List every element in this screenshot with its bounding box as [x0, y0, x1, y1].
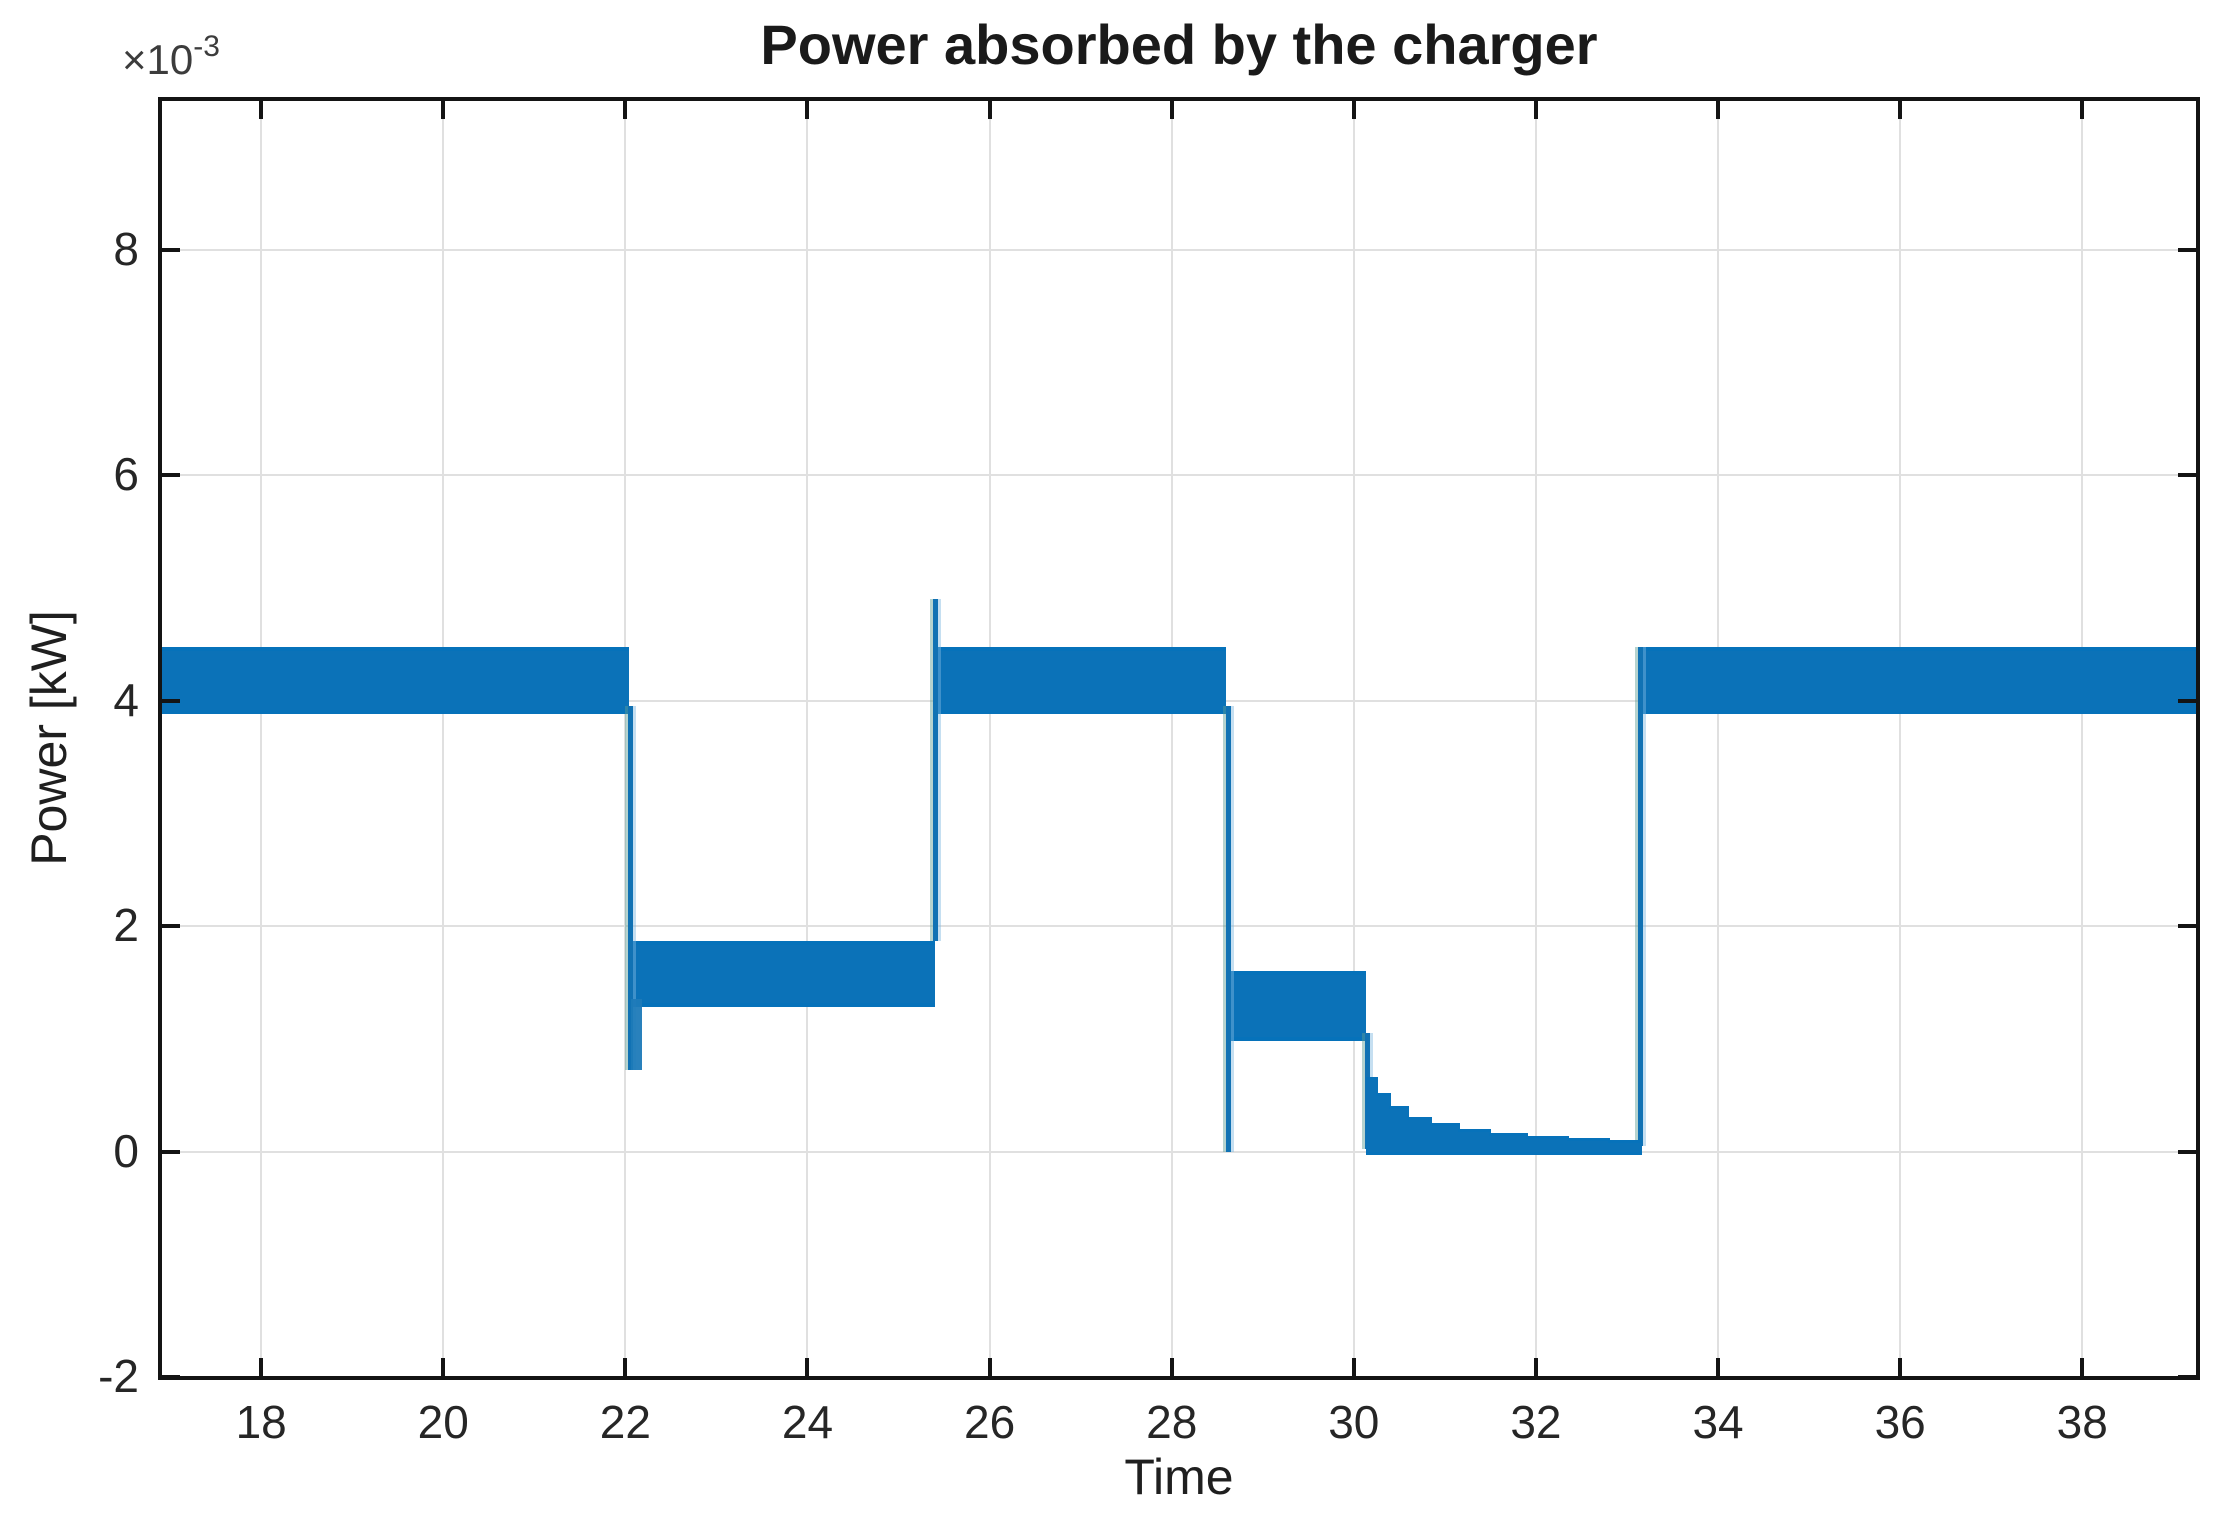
decay-step [1489, 1132, 1528, 1156]
y-axis-multiplier: ×10-3 [122, 30, 220, 84]
y-tick-left [162, 698, 180, 703]
band-segment [631, 940, 935, 1008]
axis-spine-left [158, 97, 162, 1380]
y-tick-label: 2 [113, 899, 139, 952]
decay-step [1407, 1116, 1433, 1156]
x-tick-top [1351, 101, 1356, 119]
decay-step [1365, 1077, 1378, 1156]
x-tick-label: 38 [2056, 1396, 2108, 1448]
x-tick-bottom [1533, 1358, 1538, 1376]
x-tick-bottom [623, 1358, 628, 1376]
x-tick-top [623, 101, 628, 119]
axis-spine-right [2196, 97, 2200, 1380]
y-tick-left [162, 473, 180, 478]
x-gridline [442, 100, 445, 1377]
x-tick-bottom [1898, 1358, 1903, 1376]
band-segment [161, 646, 630, 715]
x-tick-bottom [1169, 1358, 1174, 1376]
y-tick-right [2178, 1375, 2196, 1379]
x-tick-top [259, 101, 264, 119]
transition-line [1637, 646, 1643, 1146]
band-segment [1639, 646, 2197, 715]
axis-spine-top [158, 97, 2200, 101]
x-tick-bottom [1351, 1358, 1356, 1376]
x-tick-bottom [2080, 1358, 2085, 1376]
y-tick-right [2178, 1149, 2196, 1154]
x-gridline [1717, 100, 1720, 1377]
x-tick-top [1898, 101, 1903, 119]
x-tick-label: 22 [599, 1396, 651, 1448]
y-tick-label: 8 [113, 222, 139, 275]
x-tick-top [805, 101, 810, 119]
x-tick-label: 30 [1328, 1396, 1380, 1448]
x-tick-bottom [1716, 1358, 1721, 1376]
x-axis-label: Time [1124, 1449, 1234, 1505]
x-tick-label: 20 [417, 1396, 469, 1448]
x-tick-top [1716, 101, 1721, 119]
x-tick-top [2080, 101, 2085, 119]
undershoot-tail [630, 999, 642, 1071]
x-tick-label: 34 [1692, 1396, 1744, 1448]
y-gridline [161, 474, 2197, 477]
decay-step [1525, 1135, 1569, 1156]
x-gridline [988, 100, 991, 1377]
x-tick-bottom [441, 1358, 446, 1376]
axis-spine-bottom [158, 1376, 2200, 1380]
y-tick-left [162, 924, 180, 929]
x-tick-top [987, 101, 992, 119]
y-axis-multiplier-base: ×10 [122, 36, 194, 83]
x-gridline [260, 100, 263, 1377]
y-tick-left [162, 247, 180, 252]
x-gridline [1534, 100, 1537, 1377]
decay-step [1457, 1129, 1492, 1156]
y-tick-right [2178, 247, 2196, 252]
decay-step [1389, 1106, 1410, 1156]
y-tick-right [2178, 924, 2196, 929]
y-tick-right [2178, 698, 2196, 703]
x-tick-label: 24 [781, 1396, 834, 1448]
x-gridline [1899, 100, 1902, 1377]
transition-line [932, 599, 938, 941]
y-tick-label: -2 [98, 1350, 139, 1402]
chart-title: Power absorbed by the charger [760, 13, 1598, 76]
y-tick-left [162, 1149, 180, 1154]
x-gridline [1170, 100, 1173, 1377]
transition-line [627, 706, 633, 1071]
x-gridline [2081, 100, 2084, 1377]
x-tick-bottom [987, 1358, 992, 1376]
x-tick-label: 26 [964, 1396, 1016, 1448]
decay-step [1566, 1138, 1610, 1156]
x-tick-label: 28 [1146, 1396, 1198, 1448]
y-axis-multiplier-exponent: -3 [193, 30, 220, 63]
x-tick-bottom [259, 1358, 264, 1376]
y-tick-label: 6 [113, 448, 139, 501]
x-gridline [806, 100, 809, 1377]
x-gridline [624, 100, 627, 1377]
band-segment [936, 646, 1227, 715]
x-tick-label: 32 [1510, 1396, 1562, 1448]
transition-line [1226, 706, 1232, 1152]
band-segment [1230, 971, 1366, 1042]
y-gridline [161, 1150, 2197, 1153]
decay-step [1375, 1092, 1392, 1156]
x-tick-top [1169, 101, 1174, 119]
y-gridline [161, 925, 2197, 928]
x-tick-label: 36 [1874, 1396, 1926, 1448]
y-gridline [161, 248, 2197, 251]
y-tick-right [2178, 473, 2196, 478]
y-tick-label: 4 [113, 673, 139, 726]
decay-step [1607, 1139, 1642, 1156]
y-tick-left [162, 1375, 180, 1379]
x-tick-top [1533, 101, 1538, 119]
decay-step [1430, 1123, 1460, 1156]
y-tick-label: 0 [113, 1124, 139, 1177]
x-tick-top [441, 101, 446, 119]
x-tick-bottom [805, 1358, 810, 1376]
x-tick-label: 18 [235, 1396, 287, 1448]
x-gridline [1352, 100, 1355, 1377]
